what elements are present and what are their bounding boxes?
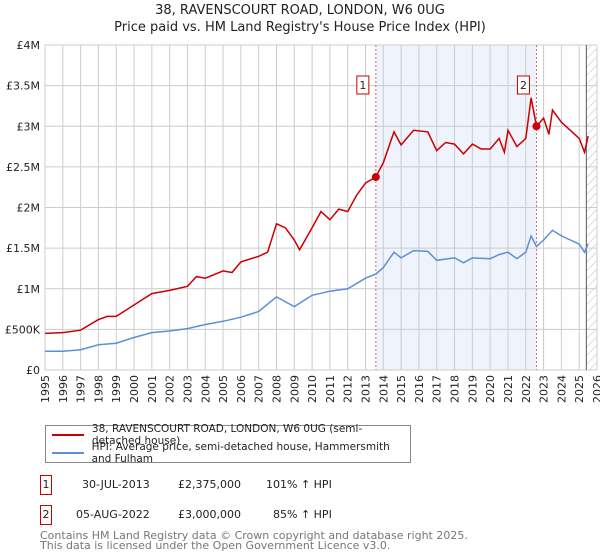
x-tick-label: 1997: [75, 375, 88, 403]
sale-hpi: 101% ↑ HPI: [266, 478, 332, 491]
y-tick-label: £3M: [17, 120, 41, 133]
price-chart: 1995 1996 1997 1998 1999 2000 2001 2002 2003 2004…: [5, 39, 600, 403]
sale-hpi: 85% ↑ HPI: [273, 508, 332, 521]
sale-label: 2: [520, 79, 527, 92]
footer-line-2: This data is licensed under the Open Gov…: [40, 539, 391, 552]
sale-point: [371, 173, 380, 182]
x-tick-label: 2021: [502, 375, 515, 403]
x-tick-label: 2004: [199, 375, 212, 403]
x-tick-label: 2020: [484, 375, 497, 403]
x-tick-label: 1998: [92, 375, 105, 403]
x-tick-label: 2016: [413, 375, 426, 403]
x-tick-label: 2008: [270, 375, 283, 403]
y-tick-label: £1.5M: [6, 242, 40, 255]
x-tick-label: 2010: [306, 375, 319, 403]
sale-marker: 2: [40, 505, 52, 525]
y-tick-label: £2M: [17, 202, 41, 215]
x-tick-label: 2026: [591, 375, 600, 403]
hpi-series-line: [45, 229, 589, 353]
legend-item-hpi: HPI: Average price, semi-detached house,…: [52, 441, 410, 465]
x-tick-label: 2005: [217, 375, 230, 403]
sale-label-box: [356, 75, 370, 95]
y-tick-label: £3.5M: [6, 80, 40, 93]
x-tick-label: 2003: [181, 375, 194, 403]
sale-price: £3,000,000: [178, 508, 241, 521]
x-tick-label: 2011: [324, 375, 337, 403]
property-series-line: [44, 97, 589, 335]
x-tick-label: 1995: [39, 375, 52, 403]
x-tick-label: 2019: [466, 375, 479, 403]
sale-date: 05-AUG-2022: [76, 508, 150, 521]
legend-swatch-blue: [52, 452, 84, 454]
y-tick-label: £1M: [17, 283, 41, 296]
x-tick-label: 2023: [538, 375, 551, 403]
sale-date: 30-JUL-2013: [82, 478, 150, 491]
sale-point: [532, 122, 541, 131]
y-tick-label: £0: [26, 364, 40, 377]
legend-label: 38, RAVENSCOURT ROAD, LONDON, W6 0UG (se…: [91, 423, 363, 447]
y-tick-label: £2.5M: [6, 161, 40, 174]
x-tick-label: 2013: [360, 375, 373, 403]
sale-label: 1: [359, 79, 366, 92]
chart-title: 38, RAVENSCOURT ROAD, LONDON, W6 0UG: [155, 3, 445, 18]
x-tick-label: 2007: [253, 375, 266, 403]
footer: Contains HM Land Registry data © Crown c…: [40, 529, 468, 552]
x-tick-label: 2006: [235, 375, 248, 403]
x-tick-label: 2000: [128, 375, 141, 403]
legend-swatch-red: [52, 434, 84, 436]
sale-price: £2,375,000: [178, 478, 241, 491]
sale-row-2: 2 05-AUG-2022 £3,000,000 85% ↑ HPI: [40, 505, 440, 527]
legend-label: HPI: Average price, semi-detached house,…: [91, 441, 390, 465]
y-tick-label: £500K: [5, 323, 41, 336]
x-tick-label: 2025: [573, 375, 586, 403]
legend-item-property: 38, RAVENSCOURT ROAD, LONDON, W6 0UG (se…: [52, 423, 410, 447]
x-tick-label: 2009: [288, 375, 301, 403]
x-tick-label: 2015: [395, 375, 408, 403]
x-tick-label: 2001: [146, 375, 159, 403]
x-tick-label: 2017: [431, 375, 444, 403]
x-tick-label: 2022: [520, 375, 533, 403]
x-tick-label: 2024: [555, 375, 568, 403]
y-tick-label: £4M: [17, 39, 41, 52]
x-tick-label: 1996: [57, 375, 70, 403]
legend: 38, RAVENSCOURT ROAD, LONDON, W6 0UG (se…: [45, 423, 411, 465]
x-tick-label: 2012: [342, 375, 355, 403]
x-tick-label: 2014: [377, 375, 390, 403]
chart-subtitle: Price paid vs. HM Land Registry's House …: [114, 20, 486, 35]
x-tick-label: 1999: [110, 375, 123, 403]
x-tick-label: 2018: [449, 375, 462, 403]
x-tick-label: 2002: [164, 375, 177, 403]
sale-marker: 1: [40, 475, 52, 495]
sale-row-1: 1 30-JUL-2013 £2,375,000 101% ↑ HPI: [40, 475, 440, 497]
footer-line-1: Contains HM Land Registry data © Crown c…: [40, 529, 468, 542]
sale-label-box: [516, 75, 530, 95]
